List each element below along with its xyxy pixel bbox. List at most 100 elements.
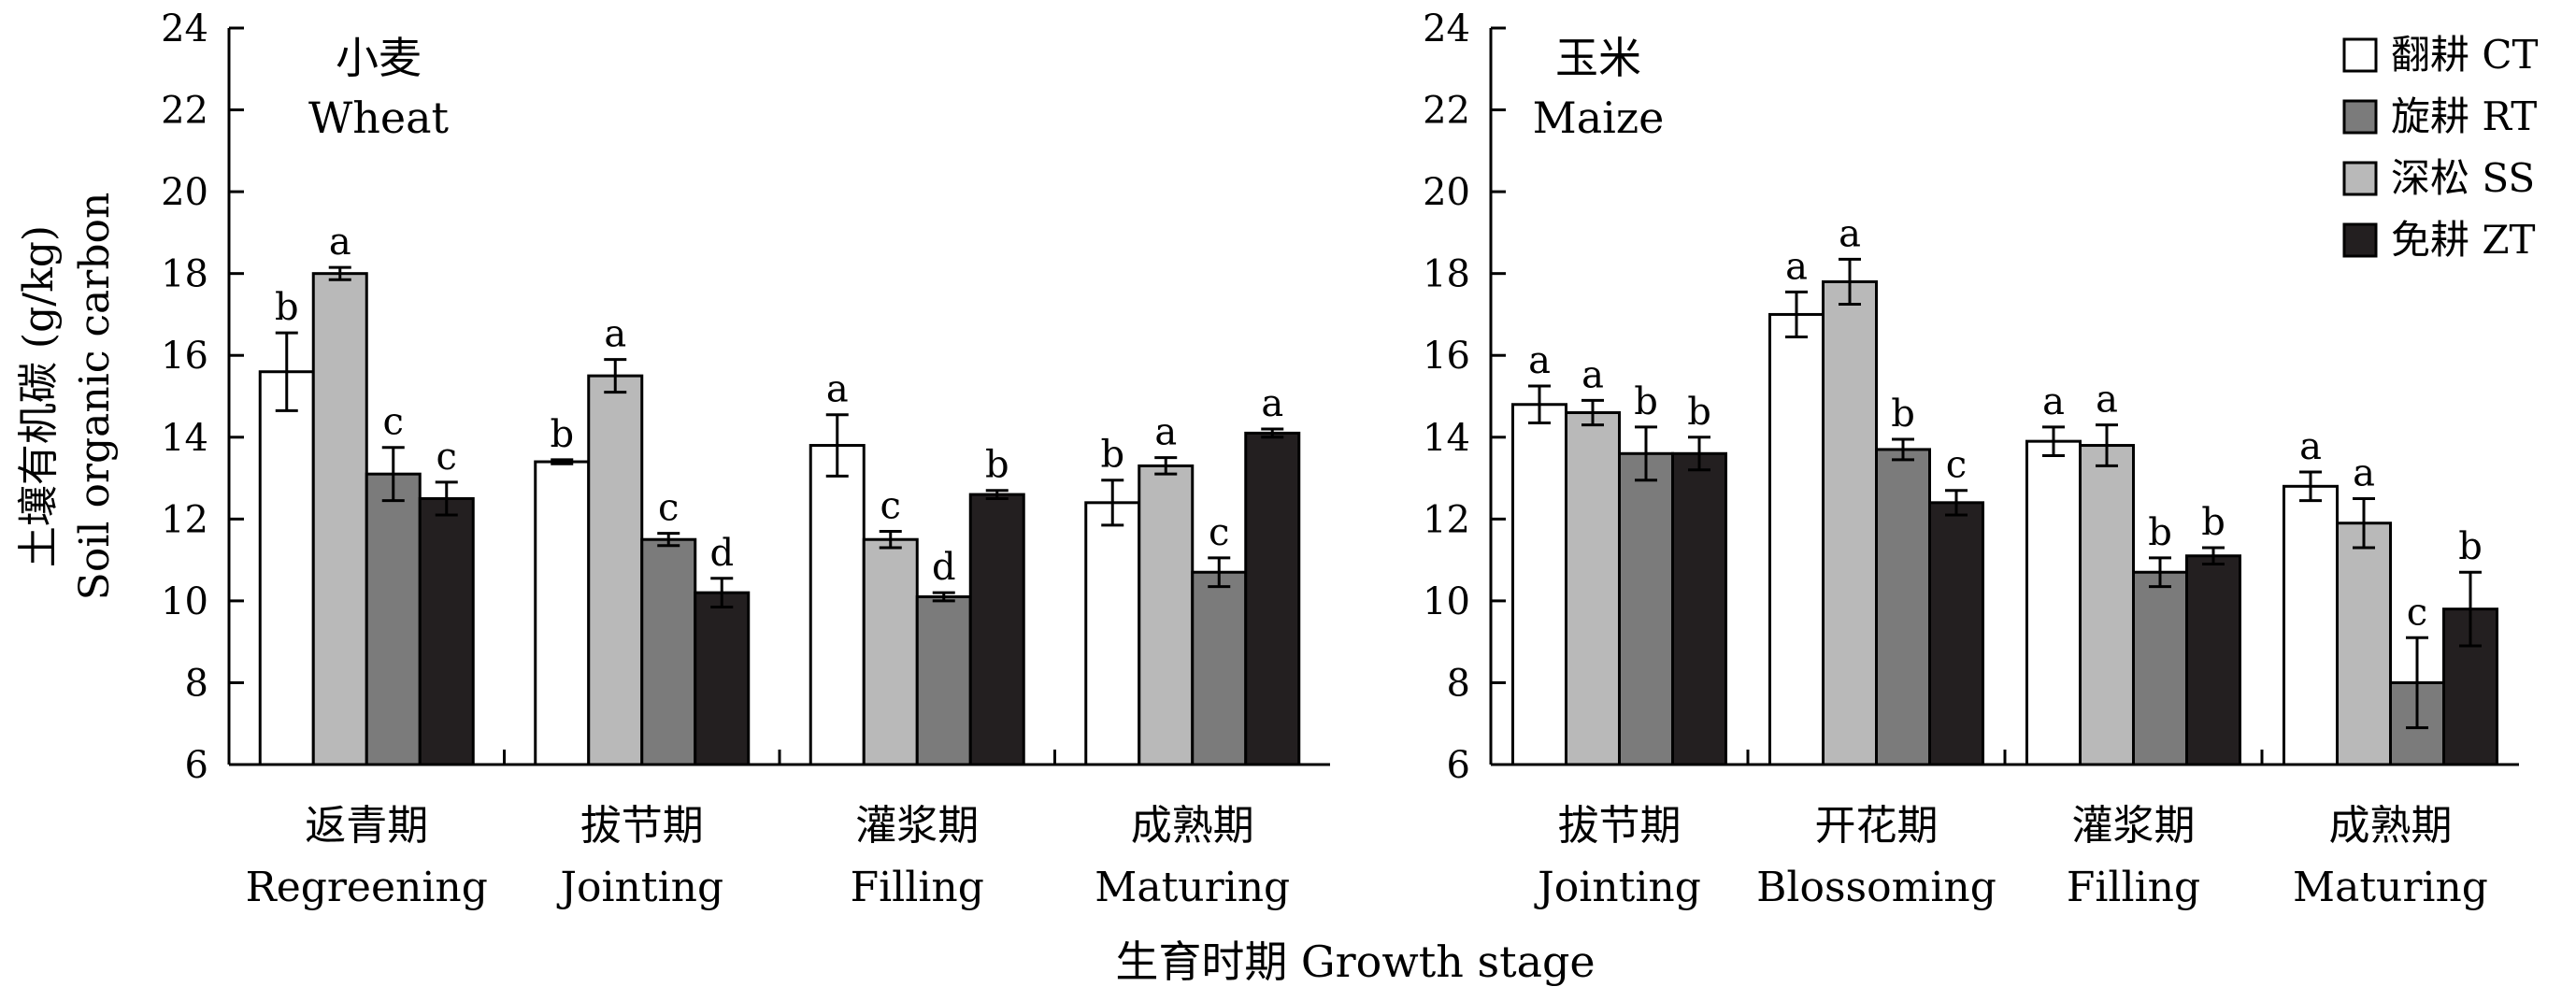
bar	[2283, 484, 2339, 766]
bar	[258, 370, 315, 766]
y-tick-label: 14	[161, 417, 208, 460]
chart-panels: 681012141618202224bacc返青期Regreeningbacd拔…	[15, 7, 2519, 911]
bar	[862, 537, 919, 766]
y-tick-label: 8	[1447, 662, 1470, 705]
significance-letter: a	[604, 313, 626, 356]
significance-letter: b	[985, 444, 1009, 487]
category-label-en: Regreening	[246, 864, 488, 911]
legend-label: 免耕 ZT	[2391, 217, 2536, 263]
significance-letter: c	[880, 484, 901, 527]
bar	[418, 496, 475, 766]
significance-letter: b	[550, 413, 574, 456]
panel-title: 玉米	[1555, 33, 1641, 83]
significance-letter: c	[383, 401, 404, 444]
significance-letter: d	[932, 546, 956, 589]
panel-wheat: 681012141618202224bacc返青期Regreeningbacd拔…	[15, 7, 1330, 911]
y-tick-label: 20	[161, 171, 208, 214]
category-label-en: Jointing	[1534, 864, 1701, 911]
bar	[311, 272, 368, 766]
bar	[694, 591, 751, 766]
x-axis-label: 生育时期 Growth stage	[1115, 937, 1595, 987]
significance-letter: a	[1839, 212, 1861, 255]
y-tick-label: 24	[161, 7, 208, 50]
legend-swatch	[2342, 99, 2378, 135]
significance-letter: b	[275, 286, 299, 329]
y-tick-label: 8	[185, 662, 208, 705]
category-label-cn: 拔节期	[1558, 802, 1682, 850]
significance-letter: c	[436, 436, 457, 479]
y-tick-label: 6	[185, 744, 208, 787]
category-label-cn: 拔节期	[580, 802, 704, 850]
significance-letter: a	[2096, 379, 2118, 422]
category-label-en: Jointing	[556, 864, 723, 911]
bar	[1671, 451, 1727, 766]
category-label-cn: 开花期	[1815, 802, 1939, 850]
y-tick-label: 16	[1423, 335, 1470, 378]
y-tick-label: 24	[1423, 7, 1470, 50]
bar	[1822, 279, 1878, 766]
bar	[1768, 312, 1825, 766]
bar	[2132, 570, 2188, 766]
category-label-en: Filling	[2067, 864, 2200, 911]
significance-letter: b	[1634, 380, 1658, 423]
significance-letter: a	[826, 368, 849, 411]
y-tick-label: 22	[161, 90, 208, 133]
y-tick-label: 10	[1423, 580, 1470, 623]
category-label-cn: 返青期	[305, 802, 428, 850]
category-label-en: Maturing	[2293, 864, 2488, 911]
legend-label: 翻耕 CT	[2391, 32, 2539, 78]
bar	[2079, 444, 2135, 766]
panel-subtitle: Maize	[1533, 93, 1665, 143]
significance-letter: b	[1100, 434, 1124, 477]
bar	[534, 460, 591, 766]
bar	[1191, 570, 1248, 766]
y-tick-label: 22	[1423, 90, 1470, 133]
category-label-cn: 成熟期	[2329, 802, 2453, 850]
bar	[365, 472, 422, 766]
legend: 翻耕 CT 旋耕 RT 深松 SS 免耕 ZT	[2342, 32, 2539, 263]
category-label-en: Blossoming	[1756, 864, 1996, 911]
significance-letter: a	[1528, 339, 1551, 382]
category-label-en: Maturing	[1095, 864, 1290, 911]
y-tick-label: 12	[161, 498, 208, 541]
y-axis-label-en: Soil organic carbon	[71, 193, 119, 601]
legend-label: 旋耕 RT	[2391, 93, 2537, 139]
bar	[809, 444, 866, 766]
significance-letter: c	[1209, 511, 1229, 554]
category-label-en: Filling	[851, 864, 984, 911]
significance-letter: c	[2407, 591, 2427, 634]
significance-letter: a	[329, 221, 351, 264]
significance-letter: c	[658, 487, 679, 530]
significance-letter: a	[2042, 380, 2065, 423]
bar	[915, 595, 972, 766]
bar	[640, 537, 697, 766]
bar	[2185, 554, 2241, 766]
significance-letter: a	[2299, 425, 2322, 468]
y-tick-label: 18	[1423, 253, 1470, 296]
legend-label: 深松 SS	[2391, 155, 2535, 201]
bar	[587, 374, 644, 766]
bar	[1618, 451, 1674, 766]
significance-letter: a	[1154, 411, 1177, 454]
bar	[1875, 448, 1931, 766]
significance-letter: a	[2353, 451, 2375, 494]
category-label-cn: 成熟期	[1131, 802, 1254, 850]
y-tick-label: 16	[161, 335, 208, 378]
y-tick-label: 14	[1423, 417, 1470, 460]
y-tick-label: 10	[161, 580, 208, 623]
bar	[1928, 501, 1984, 766]
y-tick-label: 18	[161, 253, 208, 296]
category-label-cn: 灌浆期	[2072, 802, 2196, 850]
significance-letter: b	[2458, 525, 2483, 568]
panel-title: 小麦	[336, 33, 422, 83]
panel-subtitle: Wheat	[308, 93, 450, 143]
y-tick-label: 12	[1423, 498, 1470, 541]
significance-letter: b	[2148, 511, 2172, 554]
bar	[1565, 411, 1621, 766]
category-label-cn: 灌浆期	[855, 802, 979, 850]
significance-letter: a	[1261, 382, 1283, 425]
significance-letter: a	[1785, 245, 1808, 288]
bar	[968, 493, 1025, 766]
